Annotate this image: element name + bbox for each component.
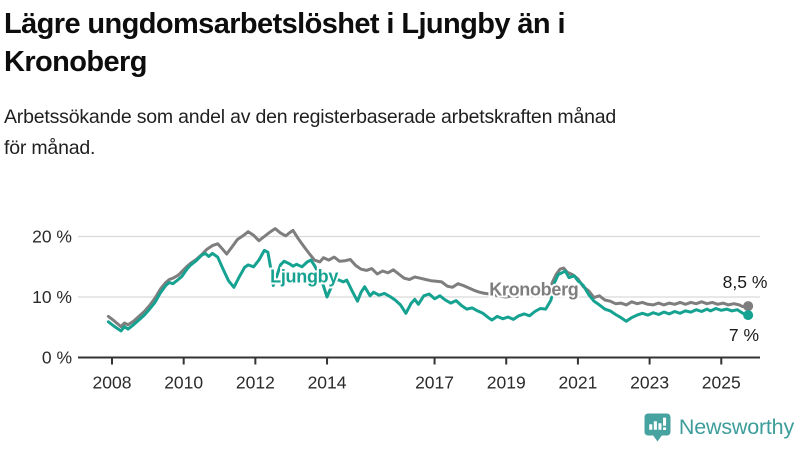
- chart-title: Lägre ungdomsarbetslöshet i Ljungby än i…: [4, 8, 566, 78]
- end-value-label-ljungby: 7 %: [729, 325, 759, 345]
- newsworthy-logo-text: Newsworthy: [678, 415, 794, 439]
- series-line-ljungby: [106, 248, 750, 333]
- x-tick-label: 2025: [702, 373, 741, 393]
- series-end-dot-kronoberg: [743, 301, 754, 312]
- series-line-kronoberg: [106, 227, 750, 329]
- x-tick-label: 2014: [308, 373, 347, 393]
- x-tick-label: 2017: [415, 373, 454, 393]
- series-label-ljungby: Ljungby: [270, 266, 338, 286]
- end-value-label-kronoberg: 8,5 %: [723, 272, 768, 292]
- x-tick-label: 2021: [558, 373, 597, 393]
- series-end-dot-ljungby: [743, 310, 754, 321]
- x-tick-label: 2010: [164, 373, 203, 393]
- chart-header: Lägre ungdomsarbetslöshet i Ljungby än i…: [4, 6, 784, 163]
- newsworthy-logo: Newsworthy: [643, 412, 794, 443]
- x-tick-label: 2019: [487, 373, 526, 393]
- x-tick-label: 2012: [236, 373, 275, 393]
- series-label-kronoberg: Kronoberg: [489, 280, 578, 300]
- y-tick-label: 0 %: [42, 348, 72, 368]
- y-tick-label: 10 %: [32, 287, 72, 307]
- bar-chart-speech-bubble-icon: [644, 413, 671, 442]
- x-tick-label: 2023: [630, 373, 669, 393]
- y-tick-label: 20 %: [32, 227, 72, 247]
- chart-subtitle: Arbetssökande som andel av den registerb…: [4, 106, 617, 159]
- x-tick-label: 2008: [93, 373, 132, 393]
